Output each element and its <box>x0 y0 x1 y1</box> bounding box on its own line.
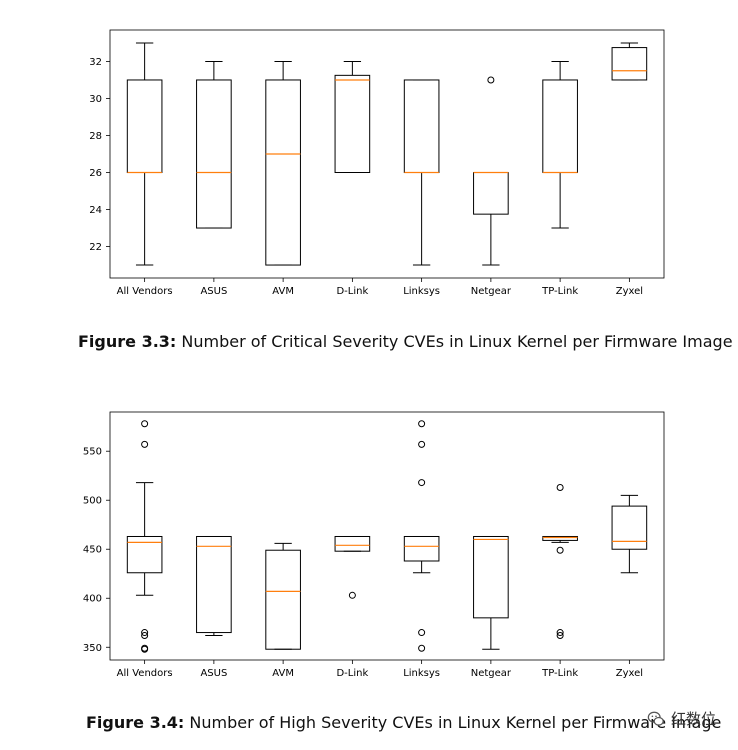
outlier-point <box>418 629 426 637</box>
x-tick-label-tp-link: TP-Link <box>541 286 578 297</box>
iqr-box <box>473 172 509 215</box>
iqr-box <box>265 79 301 266</box>
box-d-link <box>334 535 371 599</box>
outlier-point <box>418 644 426 652</box>
outlier-point <box>418 479 426 487</box>
iqr-box <box>126 79 163 174</box>
outlier-point <box>556 546 564 554</box>
y-tick-label: 500 <box>83 496 102 507</box>
box-tp-link <box>542 483 578 639</box>
outlier-point <box>141 629 149 637</box>
iqr-box <box>403 535 440 562</box>
iqr-box <box>542 79 578 174</box>
y-tick-label: 24 <box>89 205 102 216</box>
x-tick-label-netgear: Netgear <box>471 668 512 679</box>
watermark-text: 红数位 <box>670 710 716 728</box>
y-tick-label: 30 <box>89 94 102 105</box>
box-linksys <box>403 420 440 652</box>
figure-3-4-label: Figure 3.4: <box>86 713 185 732</box>
box-avm <box>265 60 301 266</box>
box-avm <box>265 542 301 650</box>
y-tick-label: 26 <box>89 168 102 179</box>
outlier-point <box>141 631 149 639</box>
y-tick-label: 350 <box>83 643 102 654</box>
box-all-vendors <box>126 42 163 266</box>
outlier-point <box>348 591 356 599</box>
outlier-point <box>141 420 149 428</box>
outlier-point <box>418 440 426 448</box>
outlier-point <box>556 629 564 637</box>
box-linksys <box>403 79 440 266</box>
outlier-point <box>487 76 495 84</box>
box-asus <box>196 535 232 636</box>
plot-frame <box>109 29 665 279</box>
x-tick-label-avm: AVM <box>272 668 294 679</box>
x-tick-label-zyxel: Zyxel <box>616 286 643 297</box>
x-tick-label-tp-link: TP-Link <box>541 668 578 679</box>
figure-3-3-caption: Figure 3.3: Number of Critical Severity … <box>78 332 733 351</box>
iqr-box <box>334 74 371 174</box>
high-cve-boxplot: 350 400 450 500 550 All Vendors ASUS AVM D-Link L… <box>83 411 665 679</box>
x-tick-label-all-vendors: All Vendors <box>117 668 173 679</box>
box-tp-link <box>542 60 578 229</box>
outlier-point <box>556 631 564 639</box>
critical-cve-boxplot: 22 24 26 28 30 32 All Vendors ASUS AVM D-Link Link… <box>89 29 665 297</box>
box-zyxel <box>611 494 648 574</box>
y-tick-label: 28 <box>89 131 102 142</box>
watermark: 红数位 <box>647 708 716 729</box>
iqr-box <box>611 505 648 550</box>
box-netgear <box>473 76 509 266</box>
box-netgear <box>473 535 509 650</box>
iqr-box <box>542 535 578 541</box>
outlier-point <box>418 420 426 428</box>
x-tick-label-all-vendors: All Vendors <box>117 286 173 297</box>
outlier-point <box>141 440 149 448</box>
iqr-box <box>403 79 440 174</box>
box-d-link <box>334 60 371 174</box>
x-tick-label-asus: ASUS <box>200 668 227 679</box>
x-tick-label-linksys: Linksys <box>403 286 440 297</box>
outlier-point <box>141 645 149 653</box>
iqr-box <box>126 535 163 574</box>
x-tick-label-d-link: D-Link <box>336 668 368 679</box>
x-tick-label-zyxel: Zyxel <box>616 668 643 679</box>
box-all-vendors <box>126 420 163 653</box>
iqr-box <box>334 535 371 552</box>
box-asus <box>196 60 232 229</box>
iqr-box <box>196 535 232 634</box>
plot-frame <box>109 411 665 661</box>
iqr-box <box>196 79 232 229</box>
x-tick-label-linksys: Linksys <box>403 668 440 679</box>
x-tick-label-asus: ASUS <box>200 286 227 297</box>
wechat-logo-icon <box>647 711 664 726</box>
figure-3-4-caption: Figure 3.4: Number of High Severity CVEs… <box>86 713 721 732</box>
x-tick-label-d-link: D-Link <box>336 286 368 297</box>
y-tick-label: 400 <box>83 594 102 605</box>
iqr-box <box>473 535 509 619</box>
y-tick-label: 550 <box>83 447 102 458</box>
y-tick-label: 32 <box>89 57 102 68</box>
y-tick-label: 450 <box>83 545 102 556</box>
x-tick-label-netgear: Netgear <box>471 286 512 297</box>
x-tick-label-avm: AVM <box>272 286 294 297</box>
figure-3-3-label: Figure 3.3: <box>78 332 177 351</box>
figure-3-4-text: Number of High Severity CVEs in Linux Ke… <box>184 713 722 732</box>
y-tick-label: 22 <box>89 242 102 253</box>
box-zyxel <box>611 42 648 81</box>
figure-3-3-text: Number of Critical Severity CVEs in Linu… <box>176 332 733 351</box>
iqr-box <box>265 549 301 650</box>
outlier-point <box>556 483 564 491</box>
iqr-box <box>611 47 648 81</box>
